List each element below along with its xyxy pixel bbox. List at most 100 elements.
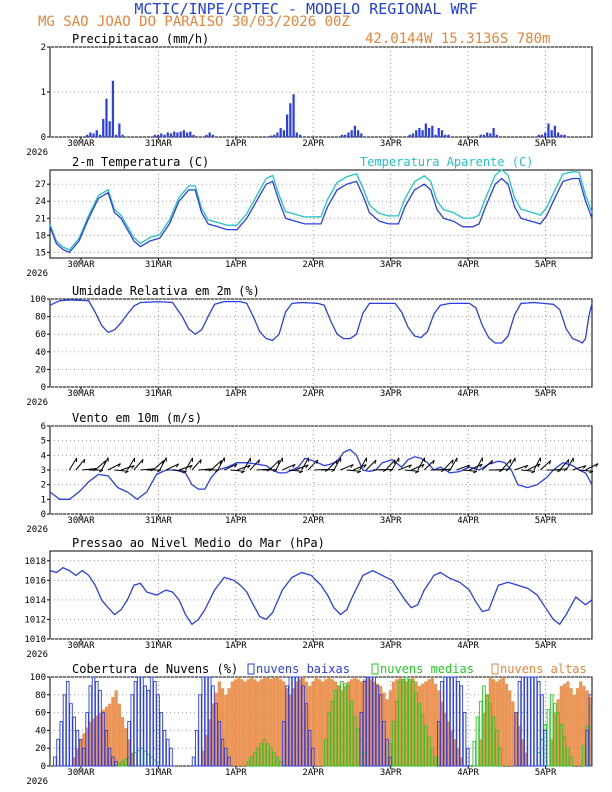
- cloud-high-bar: [120, 717, 125, 766]
- rh-ytick-label: 40: [35, 348, 46, 358]
- cloud-low-bar: [198, 694, 202, 767]
- cloud-high-bar: [233, 679, 238, 766]
- cloud-mid-bar: [256, 747, 260, 767]
- precip-bar: [547, 123, 550, 137]
- cloud-high-bar: [553, 712, 557, 766]
- cloud-low-bar: [62, 694, 67, 767]
- wind-barb: [159, 457, 167, 471]
- precip-bar: [282, 130, 286, 137]
- rh-ytick-label: 60: [35, 330, 46, 340]
- cloud-low-bar: [301, 685, 306, 767]
- cloud-high-bar: [288, 694, 292, 766]
- precip-bar: [424, 123, 427, 137]
- cloud-high-bar: [79, 739, 83, 766]
- cloud-high-bar: [301, 677, 305, 766]
- rh-xtick-label: 1APR: [225, 389, 247, 399]
- wind-barb-head: [356, 470, 361, 474]
- wind-barb-head: [258, 459, 260, 464]
- precip-bar: [89, 132, 92, 137]
- cloud-legend-swatch: [247, 663, 255, 675]
- precip-bar: [440, 130, 444, 137]
- cloud-high-bar: [217, 681, 221, 766]
- cloud-low-bar: [98, 689, 102, 767]
- temp-ytick-label: 21: [35, 214, 46, 224]
- wind-barb-head: [215, 469, 220, 473]
- precip-bar: [350, 130, 353, 137]
- cloud-low-bar: [459, 685, 464, 767]
- precip-bar: [211, 134, 215, 137]
- wind-barb-head: [531, 470, 536, 474]
- wind-barb: [165, 463, 179, 471]
- cloud-low-bar: [537, 681, 541, 767]
- cloud-high-bar: [111, 697, 115, 766]
- cloud-high-bar: [356, 679, 360, 766]
- pres-title: Pressao ao Nivel Medio do Mar (hPa): [72, 536, 325, 550]
- precip-bar: [540, 134, 544, 137]
- wind-barb-head: [363, 464, 367, 469]
- cloud-mid-bar: [553, 703, 557, 767]
- rh-ytick-label: 80: [35, 313, 46, 323]
- wind-barb-head: [83, 459, 86, 464]
- precip-bar: [166, 132, 169, 137]
- precip-bar: [553, 125, 557, 137]
- cloud-low-bar: [156, 694, 160, 767]
- cloud-mid-bar: [275, 756, 280, 767]
- precip-bar: [105, 98, 108, 137]
- rh-xtick-label: 5APR: [535, 389, 557, 399]
- temp-xtick-label: 2APR: [302, 260, 324, 270]
- cloud-high-bar: [450, 730, 454, 766]
- cloud-high-bar: [401, 679, 405, 766]
- precip-bar: [179, 131, 182, 137]
- cloud-mid-bar: [407, 678, 412, 767]
- precip-bar: [192, 134, 195, 137]
- precip-bar: [411, 133, 415, 137]
- cloud-mid-bar: [353, 716, 357, 767]
- cloud-high-bar: [582, 685, 586, 766]
- precip-bar: [163, 134, 166, 137]
- cloud-xtick-label: 31MAR: [145, 768, 173, 778]
- cloud-low-bar: [195, 729, 199, 767]
- wind-barb: [340, 464, 354, 471]
- cloud-high-bar: [108, 703, 112, 766]
- cloud-high-bar: [262, 677, 267, 766]
- cloud-high-bar: [395, 679, 399, 766]
- cloud-high-bar: [259, 679, 263, 766]
- cloud-low-bar: [127, 721, 131, 767]
- wind-barb-head: [432, 460, 435, 465]
- wind-barb: [114, 469, 129, 472]
- wind-barb: [236, 464, 251, 471]
- cloud-xtick-label: 4APR: [457, 768, 479, 778]
- cloud-low-bar: [514, 712, 518, 767]
- cloud-mid-bar: [582, 745, 586, 767]
- cloud-xtick-label: 30MAR: [67, 768, 95, 778]
- cloud-high-bar: [240, 679, 244, 766]
- temp-xtick-label: 31MAR: [145, 260, 173, 270]
- cloud-low-bar: [95, 681, 99, 767]
- cloud-low-bar: [443, 676, 447, 767]
- cloud-high-bar: [117, 703, 121, 766]
- wind-barb-head: [117, 463, 121, 468]
- cloud-high-bar: [308, 685, 312, 766]
- wind-barb-head: [451, 459, 454, 464]
- wind-barb: [288, 469, 303, 472]
- cloud-legend-swatch: [491, 663, 499, 675]
- cloud-mid-bar: [395, 701, 399, 767]
- wind-barb-head: [234, 463, 238, 468]
- cloud-high-bar: [369, 679, 373, 766]
- cloud-high-bar: [501, 677, 505, 766]
- wind-barb-head: [595, 463, 599, 468]
- cloud-high-bar: [230, 681, 234, 766]
- wind-barb: [353, 464, 367, 471]
- cloud-low-bar: [533, 676, 538, 767]
- cloud-low-bar: [585, 729, 589, 767]
- cloud-high-bar: [414, 681, 418, 766]
- cloud-low-bar: [311, 747, 315, 767]
- cloud-mid-bar: [259, 743, 264, 767]
- wind-barb: [275, 457, 283, 471]
- cloud-low-bar: [207, 676, 212, 767]
- wind-barb-head: [199, 459, 202, 464]
- wind-barb: [481, 459, 493, 471]
- cloud-low-bar: [298, 676, 302, 767]
- temp-xtick-label: 4APR: [457, 260, 479, 270]
- precip-bar: [437, 128, 440, 137]
